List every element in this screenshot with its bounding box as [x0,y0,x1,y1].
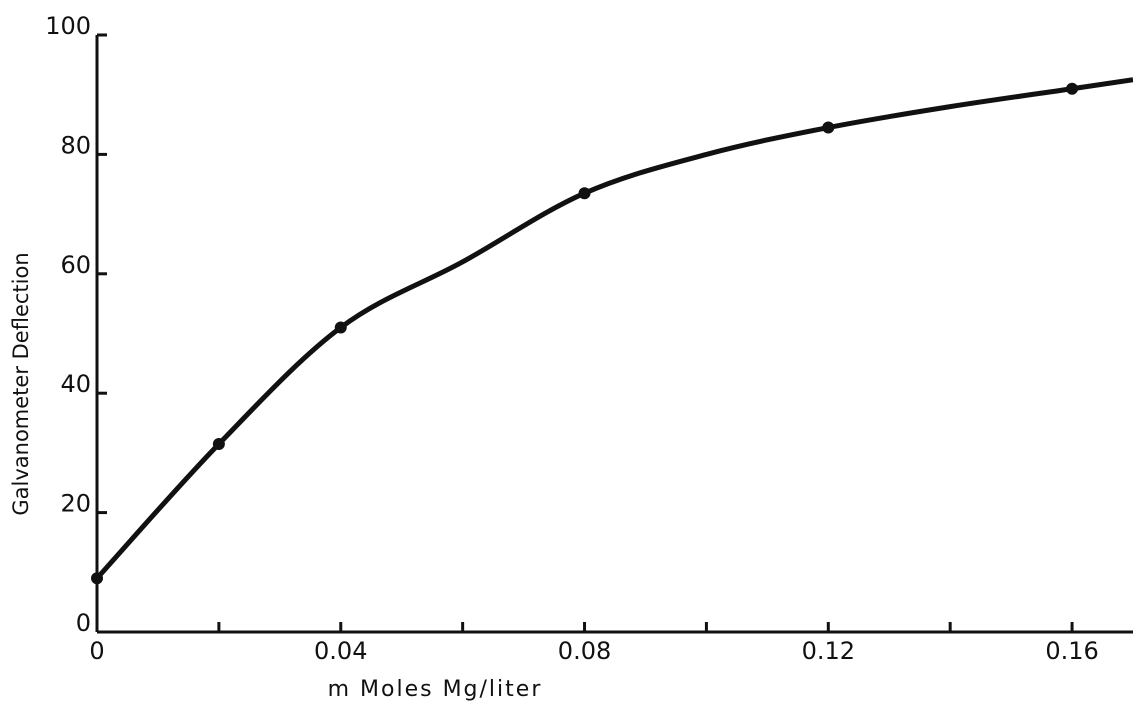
data-point [91,572,103,585]
y-tick-label: 80 [60,131,91,159]
y-tick-label: 100 [45,12,91,40]
x-tick-label: 0.08 [558,637,611,665]
x-tick-label: 0.16 [1045,637,1098,665]
x-tick-label: 0.12 [802,637,855,665]
y-tick-label: 0 [76,609,91,637]
curve [95,77,1133,580]
x-tick-label: 0 [89,637,104,665]
data-point [822,121,835,134]
x-axis-label: m Moles Mg/liter [328,677,543,702]
data-point [212,437,225,450]
y-tick-label: 40 [60,370,91,398]
y-tick-label: 20 [60,490,91,518]
data-point [1066,82,1079,95]
data-point [578,187,591,200]
y-axis-label: Galvanometer Deflection [9,252,33,515]
x-tick-label: 0.04 [314,637,367,665]
y-tick-label: 60 [60,251,91,279]
data-point [334,321,347,334]
